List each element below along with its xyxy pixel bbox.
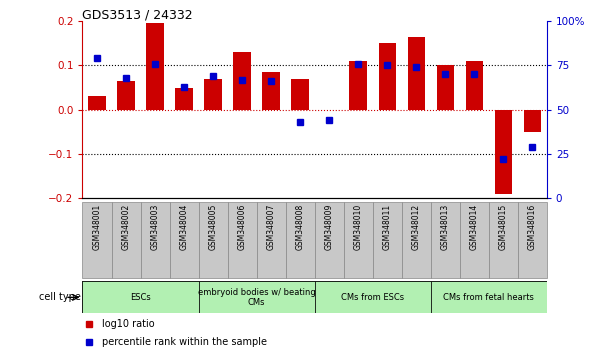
Text: embryoid bodies w/ beating
CMs: embryoid bodies w/ beating CMs <box>198 288 315 307</box>
Text: GSM348011: GSM348011 <box>382 204 392 250</box>
Text: GSM348012: GSM348012 <box>412 204 421 250</box>
Text: GSM348010: GSM348010 <box>354 204 363 250</box>
Bar <box>199 202 227 278</box>
Bar <box>291 79 309 110</box>
Text: GSM348016: GSM348016 <box>528 204 537 250</box>
Bar <box>204 79 222 110</box>
Bar <box>460 202 489 278</box>
Text: GSM348001: GSM348001 <box>92 204 101 250</box>
Bar <box>431 202 459 278</box>
Bar <box>431 281 547 313</box>
Bar <box>82 202 111 278</box>
Bar <box>89 97 106 110</box>
Text: ESCs: ESCs <box>130 293 151 302</box>
Text: cell type: cell type <box>39 292 81 302</box>
Text: GDS3513 / 24332: GDS3513 / 24332 <box>82 8 193 21</box>
Bar <box>141 202 170 278</box>
Bar <box>233 52 251 110</box>
Text: percentile rank within the sample: percentile rank within the sample <box>102 337 267 347</box>
Bar <box>373 202 402 278</box>
Text: GSM348015: GSM348015 <box>499 204 508 250</box>
Text: GSM348013: GSM348013 <box>441 204 450 250</box>
Bar <box>524 110 541 132</box>
Bar <box>112 202 141 278</box>
Bar <box>489 202 518 278</box>
Text: CMs from ESCs: CMs from ESCs <box>341 293 404 302</box>
Bar <box>263 72 280 110</box>
Bar <box>199 281 315 313</box>
Bar <box>315 281 431 313</box>
Text: GSM348014: GSM348014 <box>470 204 479 250</box>
Text: GSM348009: GSM348009 <box>324 204 334 250</box>
Bar <box>117 81 135 110</box>
Text: GSM348006: GSM348006 <box>238 204 247 250</box>
Bar <box>315 202 343 278</box>
Bar <box>379 44 396 110</box>
Text: GSM348003: GSM348003 <box>150 204 159 250</box>
Text: GSM348008: GSM348008 <box>296 204 305 250</box>
Bar <box>466 61 483 110</box>
Bar <box>170 202 199 278</box>
Bar <box>257 202 285 278</box>
Bar <box>147 23 164 110</box>
Bar <box>82 281 199 313</box>
Text: CMs from fetal hearts: CMs from fetal hearts <box>444 293 534 302</box>
Bar <box>175 88 193 110</box>
Bar <box>408 37 425 110</box>
Bar <box>227 202 257 278</box>
Bar <box>402 202 431 278</box>
Bar <box>286 202 315 278</box>
Bar <box>343 202 373 278</box>
Text: GSM348005: GSM348005 <box>208 204 218 250</box>
Bar <box>349 61 367 110</box>
Bar <box>436 65 454 110</box>
Text: GSM348004: GSM348004 <box>180 204 189 250</box>
Text: log10 ratio: log10 ratio <box>102 319 155 329</box>
Text: GSM348007: GSM348007 <box>266 204 276 250</box>
Bar <box>518 202 547 278</box>
Bar <box>495 110 512 194</box>
Text: GSM348002: GSM348002 <box>122 204 131 250</box>
